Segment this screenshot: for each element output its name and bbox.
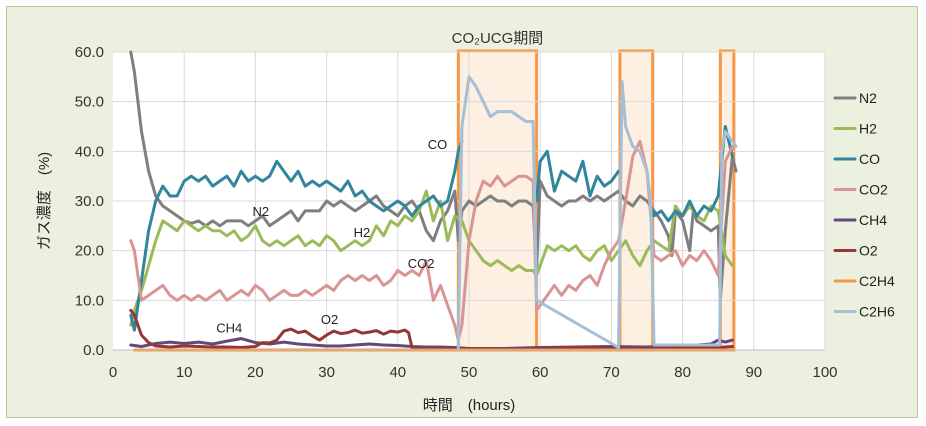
x-tick-label: 30 [318, 364, 335, 381]
legend-item-h2: H2 [833, 121, 877, 137]
y-tick-label: 0.0 [83, 342, 104, 359]
annotation-h2: H2 [354, 225, 371, 240]
x-tick-label: 50 [461, 364, 478, 381]
annotation-co2: CO2 [408, 256, 435, 271]
y-tick-label: 40.0 [75, 143, 104, 160]
series-line-co [651, 125, 734, 223]
series-line-co2 [129, 139, 734, 342]
x-axis-title: 時間 (hours) [423, 397, 516, 414]
annotation-ch4: CH4 [216, 321, 242, 336]
x-tick-label: 10 [176, 364, 193, 381]
y-tick-label: 20.0 [75, 243, 104, 260]
annotation-n2: N2 [253, 204, 270, 219]
legend-label: O2 [859, 243, 878, 259]
x-tick-label: 60 [532, 364, 549, 381]
series-line-c2h6 [456, 75, 738, 350]
legend-label: C2H6 [859, 304, 895, 320]
legend-label: N2 [859, 90, 877, 106]
legend-label: CO [859, 151, 880, 167]
y-tick-label: 10.0 [75, 292, 104, 309]
y-axis-title: ガス濃度 (%) [36, 152, 53, 250]
legend-item-c2h4: C2H4 [833, 273, 895, 289]
x-tick-label: 40 [389, 364, 406, 381]
legend-item-n2: N2 [833, 90, 877, 106]
series-line-co [535, 149, 620, 203]
legend-item-co: CO [833, 151, 880, 167]
chart-panel: 0 10 20 30 40 50 60 70 80 90 100 0.0 10.0 20.0 30.0 40.… [6, 6, 918, 418]
legend-item-c2h6: C2H6 [833, 304, 895, 320]
legend-label: CH4 [859, 212, 887, 228]
x-tick-label: 20 [247, 364, 264, 381]
series-line-co [129, 139, 464, 332]
annotation-o2: O2 [321, 312, 338, 327]
legend-label: CO2 [859, 182, 888, 198]
x-tick-label: 0 [109, 364, 117, 381]
line-chart: 0 10 20 30 40 50 60 70 80 90 100 0.0 10.0 20.0 30.0 40.… [36, 30, 895, 414]
x-tick-label: 90 [745, 364, 762, 381]
chart-title: CO₂UCG期間 [452, 30, 544, 47]
x-tick-label: 100 [812, 364, 837, 381]
y-tick-label: 60.0 [75, 44, 104, 61]
legend-item-co2: CO2 [833, 182, 888, 198]
x-tick-label: 70 [603, 364, 620, 381]
legend-label: C2H4 [859, 273, 895, 289]
y-tick-label: 30.0 [75, 193, 104, 210]
annotation-co: CO [428, 137, 448, 152]
y-tick-label: 50.0 [75, 94, 104, 111]
legend-label: H2 [859, 121, 877, 137]
x-tick-label: 80 [674, 364, 691, 381]
series-line-n2 [129, 50, 738, 302]
series-line-h2 [129, 189, 734, 327]
legend-item-ch4: CH4 [833, 212, 887, 228]
legend-item-o2: O2 [833, 243, 878, 259]
